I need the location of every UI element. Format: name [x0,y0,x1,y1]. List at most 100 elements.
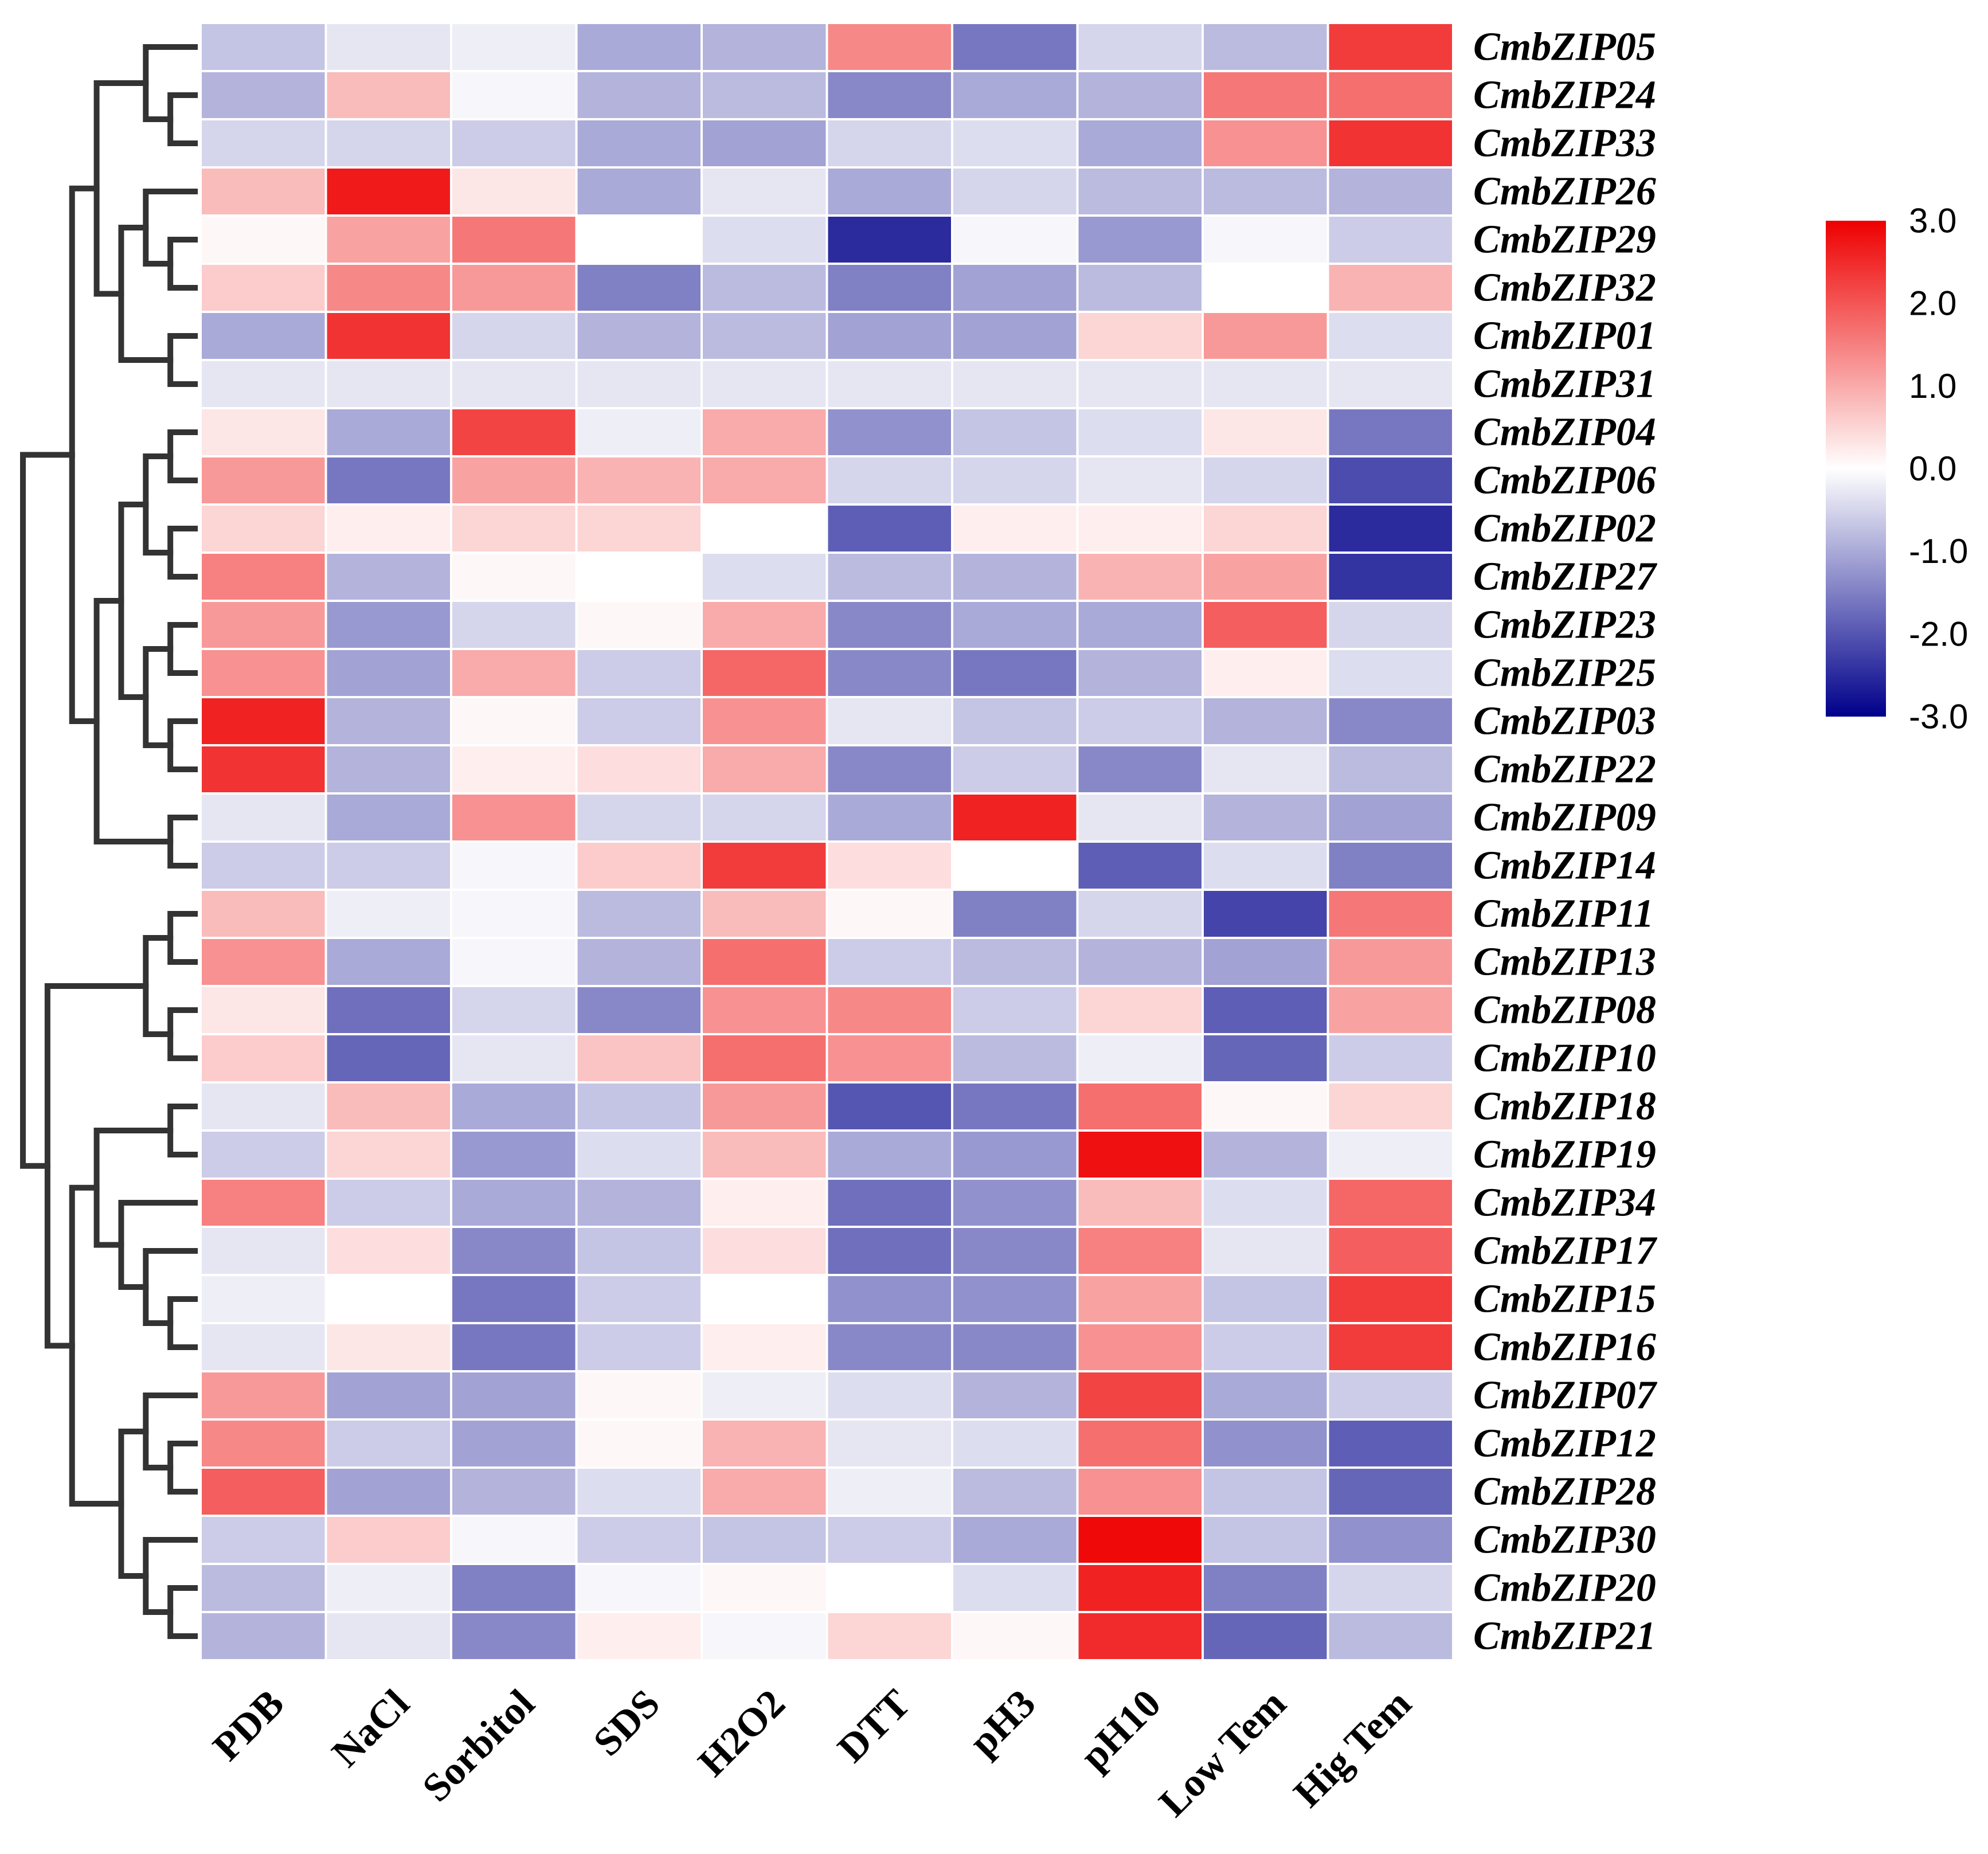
heatmap-cell [951,551,1079,602]
dendrogram-branch [167,815,198,869]
heatmap-cell [575,1418,703,1469]
row-label: CmbZIP09 [1473,796,1656,840]
heatmap-cell [199,1226,327,1276]
column-label: NaCl [324,1681,418,1775]
legend-tick-label: 1.0 [1909,367,1956,405]
dendrogram-branch [143,935,174,1037]
heatmap-cell [951,600,1079,650]
heatmap-cell [450,1178,578,1228]
heatmap-cell [1202,214,1329,265]
heatmap-cell [1076,985,1204,1035]
heatmap-cell [199,1563,327,1613]
heatmap-cell [1326,1081,1454,1132]
row-label: CmbZIP24 [1473,73,1656,118]
legend-tick-label: -1.0 [1909,532,1968,570]
dendrogram-branch [167,911,198,965]
heatmap-cell [1326,744,1454,795]
heatmap-cell [701,118,828,169]
dendrogram-branch [93,598,174,844]
heatmap-cell [951,214,1079,265]
heatmap-cell [450,937,578,987]
heatmap-cell [324,840,452,891]
heatmap-cell [575,359,703,409]
heatmap-cell [450,1226,578,1276]
row-label: CmbZIP25 [1473,651,1656,695]
dendrogram-branch [167,526,198,580]
heatmap-cell [951,1033,1079,1084]
heatmap-cell [1076,600,1204,650]
heatmap-cell [199,1033,327,1084]
dendrogram-branch [69,185,100,724]
heatmap-cell [450,407,578,457]
row-labels: CmbZIP05CmbZIP24CmbZIP33CmbZIP26CmbZIP29… [1473,25,1658,1659]
heatmap-cell [1202,1322,1329,1372]
heatmap-cell [701,407,828,457]
dendrogram-branch [143,453,174,556]
row-label: CmbZIP28 [1473,1470,1656,1514]
heatmap-cell [951,407,1079,457]
heatmap-cell [324,889,452,939]
heatmap-cell [575,407,703,457]
heatmap-cell [825,311,953,361]
dendrogram-branch [167,237,198,291]
heatmap-cell [450,263,578,313]
heatmap-cell [701,311,828,361]
row-label: CmbZIP21 [1473,1614,1656,1659]
heatmap-cell [1202,1370,1329,1421]
heatmap-cell [1076,1033,1204,1084]
heatmap-cell [1202,1515,1329,1565]
heatmap-cell [324,792,452,843]
heatmap-cell [825,744,953,795]
heatmap-cell [575,1370,703,1421]
heatmap-cell [324,455,452,506]
dendrogram-branch [167,1007,198,1061]
column-label: pH3 [961,1681,1044,1765]
heatmap-cell [575,1515,703,1565]
heatmap-cell [324,70,452,120]
heatmap-cell [575,648,703,698]
heatmap-cell [701,1515,828,1565]
heatmap-cell [324,985,452,1035]
heatmap-cell [1326,840,1454,891]
dendrogram-branch [143,646,174,748]
heatmap-cell [1076,22,1204,72]
heatmap-cell [450,1466,578,1517]
heatmap-cell [951,1418,1079,1469]
heatmap-cell [199,166,327,217]
heatmap-cell [951,1370,1079,1421]
heatmap-cell [1076,1081,1204,1132]
heatmap-cell [701,840,828,891]
heatmap-cell [701,744,828,795]
heatmap-cell [701,1418,828,1469]
row-label: CmbZIP05 [1473,25,1656,69]
heatmap-cell [199,214,327,265]
heatmap-cell [825,648,953,698]
heatmap-cell [324,359,452,409]
heatmap-cell [1202,407,1329,457]
heatmap-cell [199,70,327,120]
heatmap-cell [1076,1466,1204,1517]
heatmap-cell [825,1129,953,1180]
heatmap-cell [324,1274,452,1324]
heatmap-cell [199,1129,327,1180]
heatmap-cell [1326,311,1454,361]
heatmap-cell [450,311,578,361]
heatmap-cell [1076,118,1204,169]
column-label: SDS [585,1681,668,1765]
row-label: CmbZIP19 [1473,1133,1656,1177]
heatmap-cell [1202,1611,1329,1661]
heatmap-cell [951,263,1079,313]
heatmap-cell [825,1418,953,1469]
heatmap-cell [1076,889,1204,939]
heatmap-cell [450,1370,578,1421]
heatmap-cell [1326,407,1454,457]
row-label: CmbZIP16 [1473,1325,1656,1370]
heatmap-cell [1326,600,1454,650]
heatmap-cell [450,1081,578,1132]
heatmap-cell [701,1178,828,1228]
heatmap-cell [1202,792,1329,843]
row-label: CmbZIP18 [1473,1085,1656,1129]
dendrogram-branch [167,429,198,483]
heatmap-cell [951,70,1079,120]
heatmap-cell [1076,263,1204,313]
